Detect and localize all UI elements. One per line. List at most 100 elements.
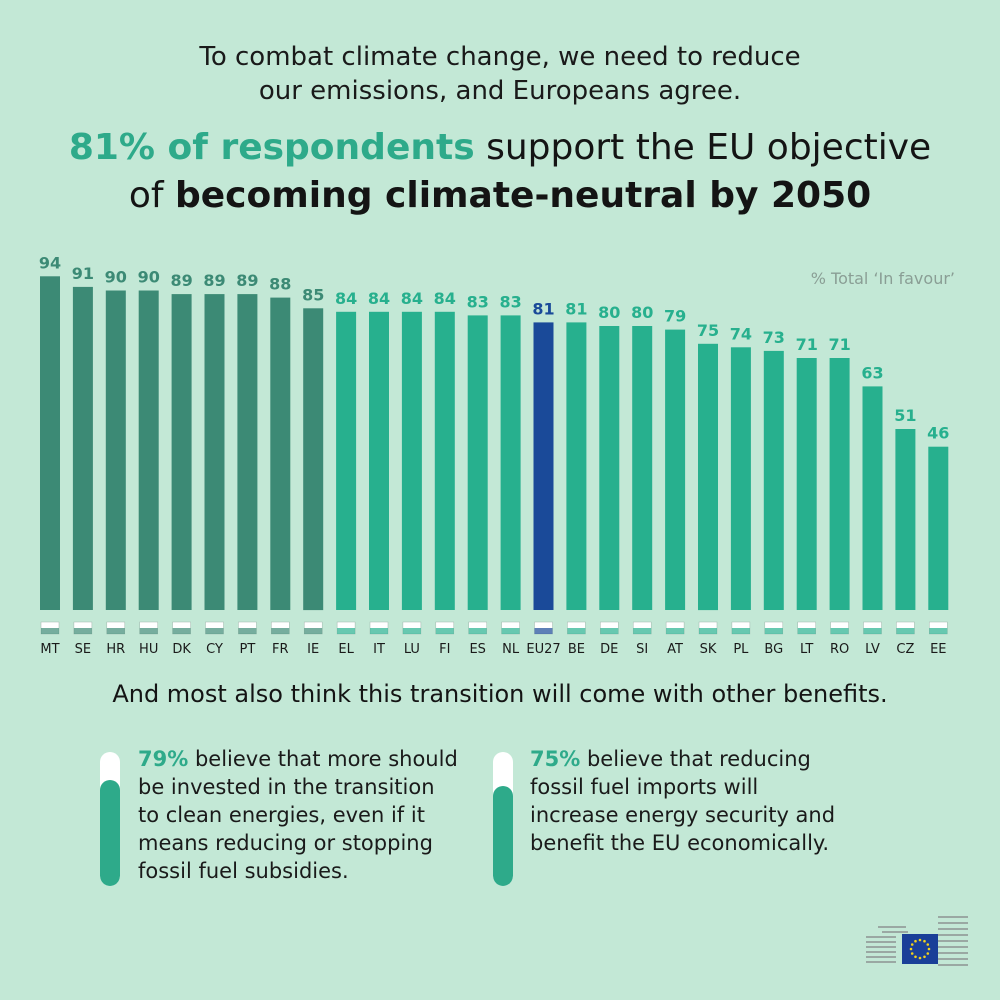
gauge-left: [100, 752, 120, 886]
bar-fi: [434, 311, 455, 610]
headline: 81% of respondents support the EU object…: [0, 124, 1000, 220]
category-label-si: SI: [636, 642, 648, 657]
flag-stripe-fi: [435, 628, 454, 634]
flag-stripe-lu: [402, 628, 421, 634]
flag-stripe-ie: [304, 628, 323, 634]
value-label-ie: 85: [302, 285, 324, 304]
bar-pl: [730, 347, 751, 610]
logo-star: [918, 956, 922, 960]
flag-stripe-nl: [501, 628, 520, 634]
value-label-fi: 84: [434, 289, 456, 308]
stat-left: 79% believe that more should be invested…: [138, 745, 458, 885]
flag-stripe-mt: [41, 628, 59, 634]
category-label-ie: IE: [307, 642, 319, 657]
bar-bg: [763, 350, 784, 610]
stat-left-text: believe that more should be invested in …: [138, 747, 458, 883]
category-label-at: AT: [667, 642, 683, 657]
value-label-it: 84: [368, 289, 390, 308]
bar-chart: % Total ‘In favour’ 94 MT 91 SE 90 HR 90 HU 89 DK…: [39, 253, 955, 657]
category-label-de: DE: [600, 642, 618, 657]
flag-stripe-pt: [238, 628, 257, 634]
category-label-ro: RO: [830, 642, 849, 657]
headline-line-1: 81% of respondents support the EU object…: [0, 124, 1000, 172]
stat-left-pct: 79%: [138, 747, 189, 771]
category-label-lv: LV: [865, 642, 880, 657]
gauge-right-fill: [493, 785, 513, 886]
logo-star: [926, 943, 930, 946]
logo-star: [914, 939, 917, 943]
category-label-pl: PL: [733, 642, 749, 657]
value-label-de: 80: [598, 303, 620, 322]
value-label-pl: 74: [730, 324, 752, 343]
bar-ie: [303, 308, 324, 611]
gauge-right: [493, 752, 513, 886]
value-label-si: 80: [631, 303, 653, 322]
value-label-es: 83: [467, 292, 489, 311]
bar-ee: [928, 446, 949, 610]
category-label-nl: NL: [502, 642, 520, 657]
flag-stripe-hu: [139, 628, 158, 634]
stat-right-text: believe that reducing fossil fuel import…: [530, 747, 836, 855]
logo-star: [923, 955, 926, 959]
logo-star: [914, 955, 917, 959]
intro-line-1: To combat climate change, we need to red…: [199, 42, 801, 72]
logo-star: [910, 943, 914, 946]
value-label-nl: 83: [499, 292, 521, 311]
category-label-sk: SK: [700, 642, 717, 657]
flag-stripe-at: [666, 628, 685, 634]
value-label-eu27: 81: [532, 299, 554, 318]
flag-stripe-el: [337, 628, 356, 634]
category-label-se: SE: [75, 642, 91, 657]
logo-star: [923, 939, 926, 943]
bar-de: [599, 326, 620, 610]
flag-stripe-sk: [699, 628, 717, 634]
flag-stripe-be: [567, 628, 586, 634]
flag-stripe-ro: [830, 628, 849, 634]
category-label-be: BE: [568, 642, 585, 657]
bar-fr: [270, 297, 291, 610]
bar-el: [336, 311, 357, 610]
headline-bold: becoming climate-neutral by 2050: [174, 175, 872, 216]
bar-se: [72, 286, 93, 610]
logo-star: [926, 952, 930, 955]
flag-stripe-lv: [863, 628, 882, 634]
subheading: And most also think this transition will…: [112, 680, 888, 708]
flag-stripe-lt: [797, 628, 816, 634]
gauge-left-fill: [100, 780, 120, 886]
value-label-ro: 71: [828, 335, 850, 354]
bar-at: [665, 329, 686, 610]
category-label-mt: MT: [40, 642, 59, 657]
bar-si: [632, 326, 653, 610]
value-label-mt: 94: [39, 253, 61, 272]
category-label-hu: HU: [139, 642, 158, 657]
bar-nl: [500, 315, 521, 610]
flag-stripe-it: [370, 628, 388, 634]
value-label-el: 84: [335, 289, 357, 308]
category-label-it: IT: [373, 642, 385, 657]
value-label-cy: 89: [203, 271, 225, 290]
stat-right: 75% believe that reducing fossil fuel im…: [530, 745, 850, 857]
bar-dk: [171, 294, 192, 610]
value-label-lv: 63: [861, 363, 883, 382]
flag-stripe-si: [633, 628, 652, 634]
chart-legend-note: % Total ‘In favour’: [811, 269, 955, 288]
logo-star: [918, 938, 922, 942]
bar-sk: [698, 343, 718, 611]
value-label-be: 81: [565, 299, 587, 318]
value-label-bg: 73: [763, 328, 785, 347]
flag-stripe-de: [600, 628, 619, 634]
value-label-se: 91: [72, 264, 94, 283]
logo-star: [910, 952, 914, 955]
bar-be: [566, 322, 587, 610]
bar-ro: [829, 358, 850, 610]
logo-star: [927, 947, 931, 951]
value-label-lt: 71: [796, 335, 818, 354]
category-label-fr: FR: [272, 642, 289, 657]
flag-stripe-cz: [896, 628, 915, 634]
category-label-es: ES: [469, 642, 485, 657]
category-label-cz: CZ: [896, 642, 914, 657]
intro-text: To combat climate change, we need to red…: [0, 40, 1000, 108]
logo-star: [909, 947, 913, 951]
category-label-lu: LU: [404, 642, 420, 657]
bar-group: 94 MT 91 SE 90 HR 90 HU 89 DK 89 CY 89 PT 88 FR 85 IE 84 EL…: [39, 253, 950, 657]
